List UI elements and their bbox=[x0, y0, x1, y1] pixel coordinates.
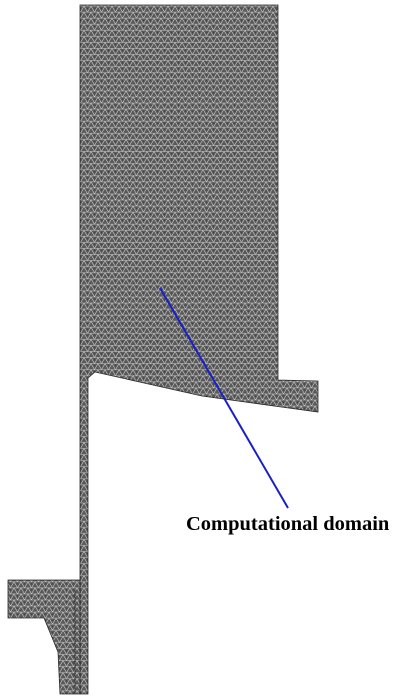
lower-foot-region bbox=[7, 579, 81, 695]
callout-leader-line bbox=[159, 287, 289, 509]
computational-domain-label: Computational domain bbox=[186, 513, 390, 535]
computational-domain-mesh bbox=[7, 4, 319, 695]
upper-chamber-region bbox=[79, 4, 319, 695]
